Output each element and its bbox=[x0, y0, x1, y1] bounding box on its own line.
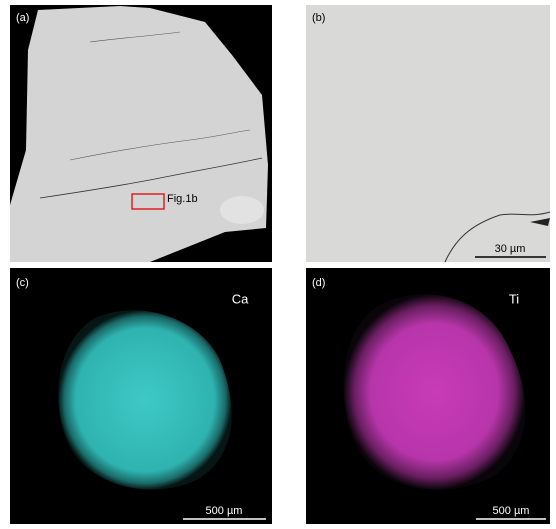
element-label: Ti bbox=[509, 291, 519, 306]
panel-d: (d) Ti 500 µm bbox=[306, 268, 550, 524]
panel-c: (c) Ca 500 µm bbox=[10, 268, 272, 524]
scale-bar-label: 500 µm bbox=[206, 505, 243, 517]
panel-label: (a) bbox=[16, 12, 29, 24]
scale-bar-label: 30 µm bbox=[495, 243, 526, 255]
page: Fig.1b (a) 100 µm (b) 30 µm (c) Ca 500 µ… bbox=[0, 0, 556, 529]
panel-label: (d) bbox=[312, 277, 325, 289]
panel-a: Fig.1b (a) 100 µm bbox=[10, 5, 272, 262]
panel-background bbox=[306, 5, 550, 262]
scale-bar-label: 500 µm bbox=[493, 505, 530, 517]
panel-label: (c) bbox=[16, 277, 29, 289]
bright-region bbox=[220, 196, 264, 224]
element-label: Ca bbox=[232, 291, 249, 306]
panel-label: (b) bbox=[312, 12, 325, 24]
annotation: Fig.1b bbox=[167, 193, 198, 205]
panel-b: (b) 30 µm bbox=[306, 5, 550, 262]
scale-bar-label: 100 µm bbox=[222, 243, 259, 255]
figure: Fig.1b (a) 100 µm (b) 30 µm (c) Ca 500 µ… bbox=[0, 0, 556, 529]
